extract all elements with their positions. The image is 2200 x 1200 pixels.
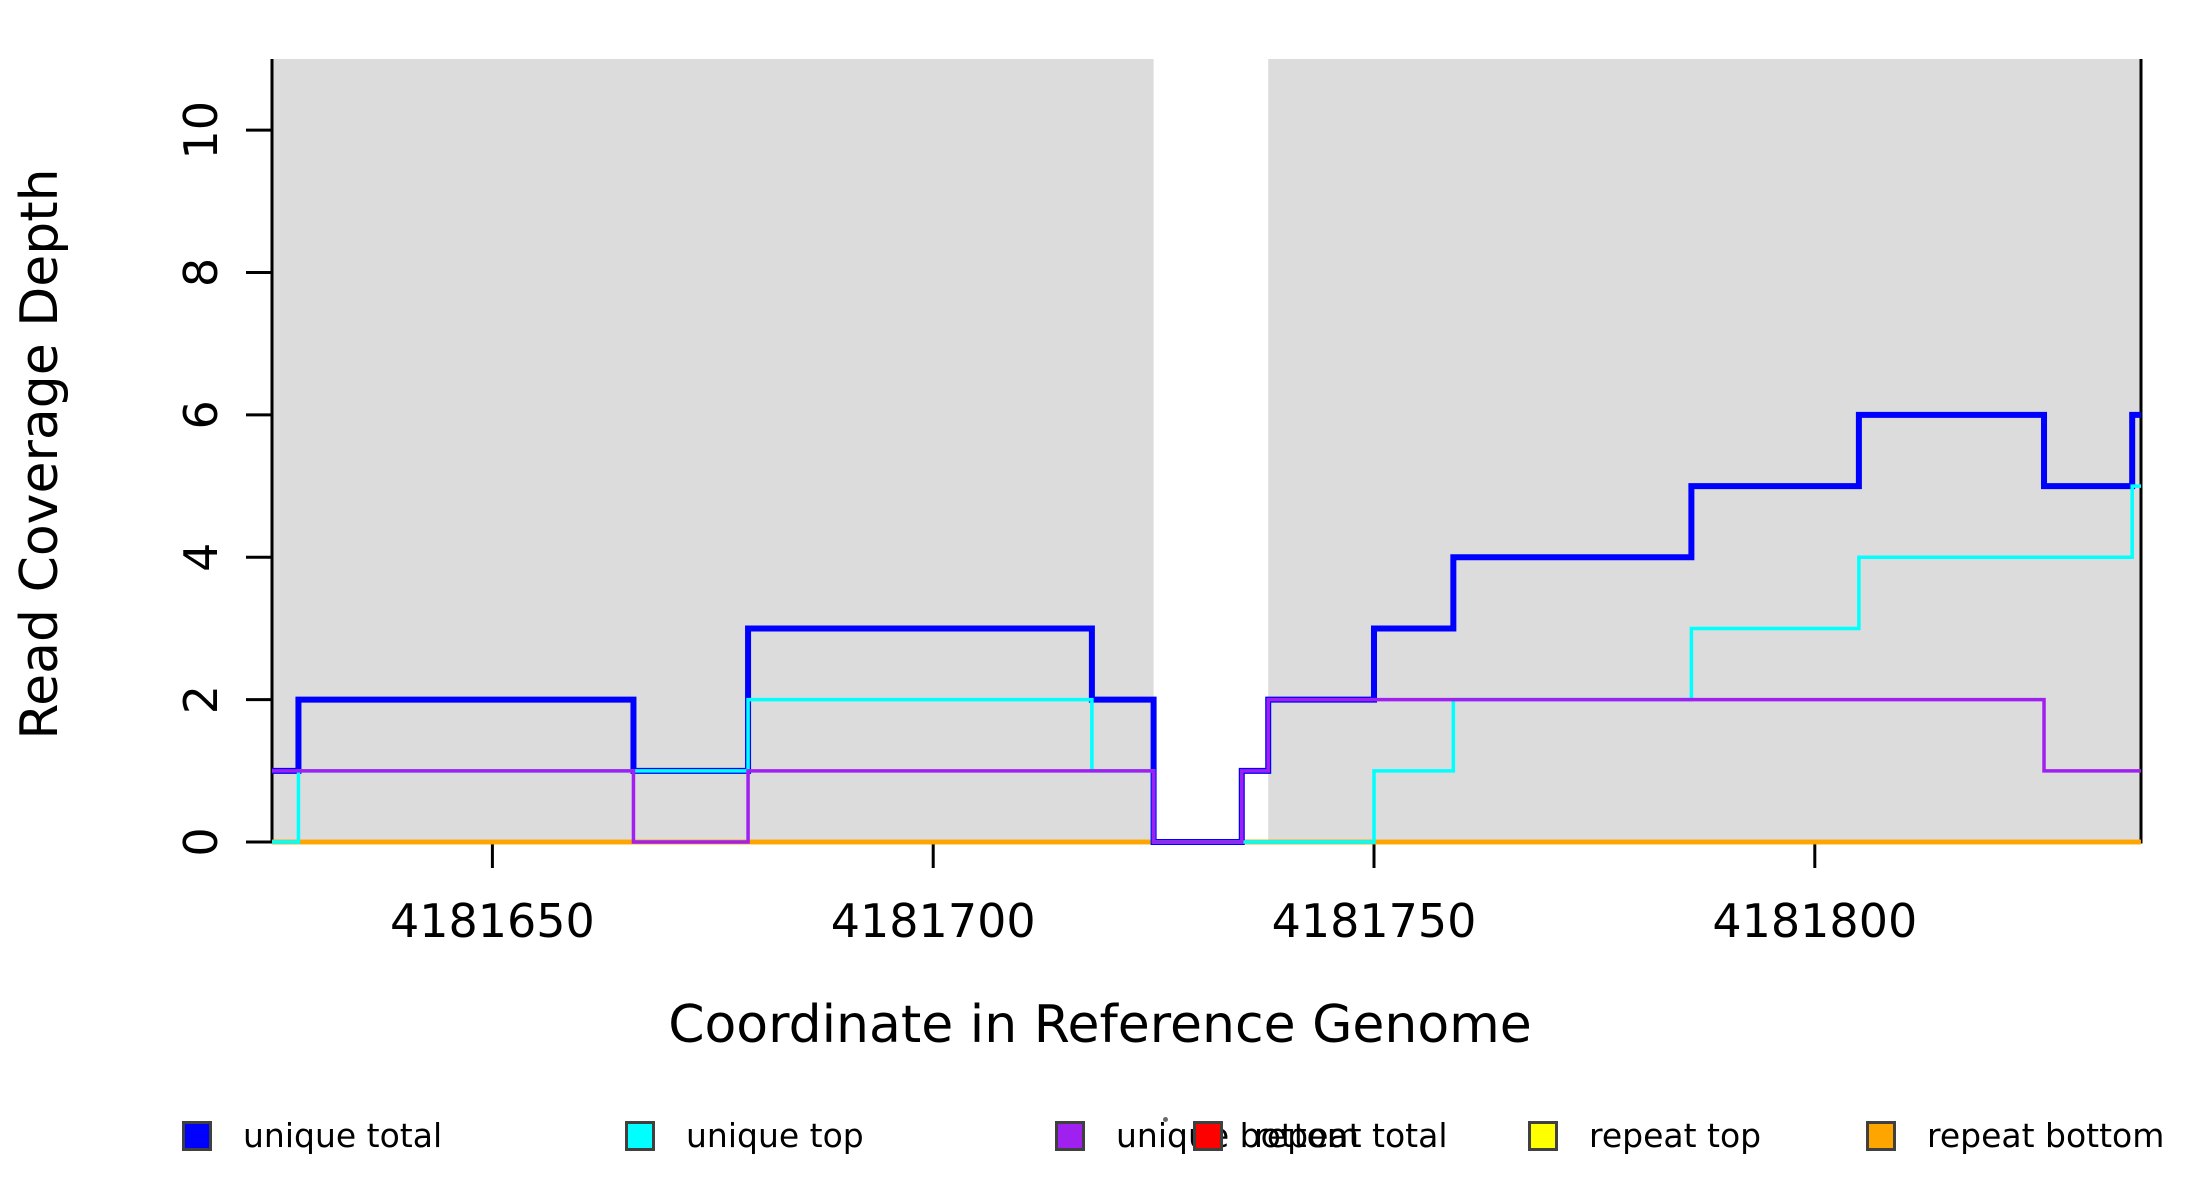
x-tick-label: 4181800 [1712,894,1917,948]
shaded-region [1268,59,2141,844]
x-axis-title: Coordinate in Reference Genome [668,995,1532,1055]
y-tick-label: 10 [174,101,228,160]
x-tick-label: 4181700 [831,894,1036,948]
y-tick-label: 0 [174,827,228,856]
y-tick-label: 6 [174,400,228,429]
series-line-unique-bottom [272,697,2141,844]
y-tick-label: 4 [174,543,228,572]
y-axis-title: Read Coverage Depth [10,168,70,740]
y-tick-label: 8 [174,258,228,287]
y-tick-label: 2 [174,685,228,714]
shaded-region [272,59,1154,844]
x-tick-label: 4181650 [390,894,595,948]
x-tick-label: 4181750 [1272,894,1477,948]
series-line-unique-top [272,484,2141,844]
